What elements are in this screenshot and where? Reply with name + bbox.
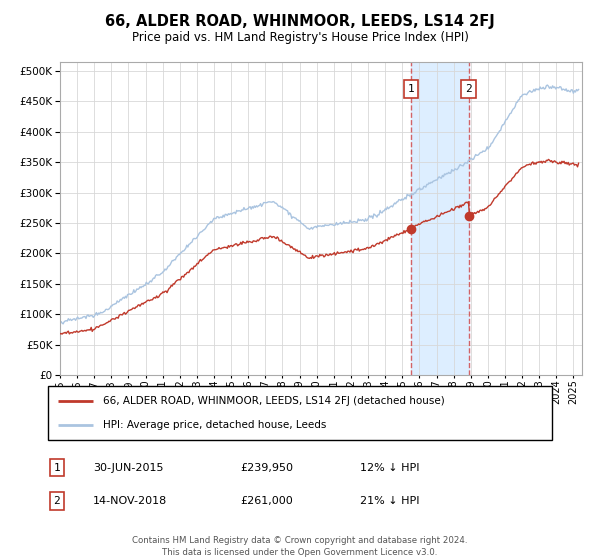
Text: £261,000: £261,000: [240, 496, 293, 506]
Text: 2: 2: [465, 84, 472, 94]
Text: Contains HM Land Registry data © Crown copyright and database right 2024.
This d: Contains HM Land Registry data © Crown c…: [132, 536, 468, 557]
Text: 66, ALDER ROAD, WHINMOOR, LEEDS, LS14 2FJ: 66, ALDER ROAD, WHINMOOR, LEEDS, LS14 2F…: [105, 14, 495, 29]
Text: HPI: Average price, detached house, Leeds: HPI: Average price, detached house, Leed…: [103, 419, 327, 430]
Text: 1: 1: [407, 84, 414, 94]
Text: £239,950: £239,950: [240, 463, 293, 473]
Bar: [411, 62, 469, 375]
Text: 1: 1: [53, 463, 61, 473]
FancyBboxPatch shape: [48, 386, 552, 440]
Text: 12% ↓ HPI: 12% ↓ HPI: [360, 463, 419, 473]
Text: 66, ALDER ROAD, WHINMOOR, LEEDS, LS14 2FJ (detached house): 66, ALDER ROAD, WHINMOOR, LEEDS, LS14 2F…: [103, 396, 445, 407]
Text: Price paid vs. HM Land Registry's House Price Index (HPI): Price paid vs. HM Land Registry's House …: [131, 31, 469, 44]
Text: 2: 2: [53, 496, 61, 506]
Text: 30-JUN-2015: 30-JUN-2015: [93, 463, 163, 473]
Text: 21% ↓ HPI: 21% ↓ HPI: [360, 496, 419, 506]
Text: 14-NOV-2018: 14-NOV-2018: [93, 496, 167, 506]
